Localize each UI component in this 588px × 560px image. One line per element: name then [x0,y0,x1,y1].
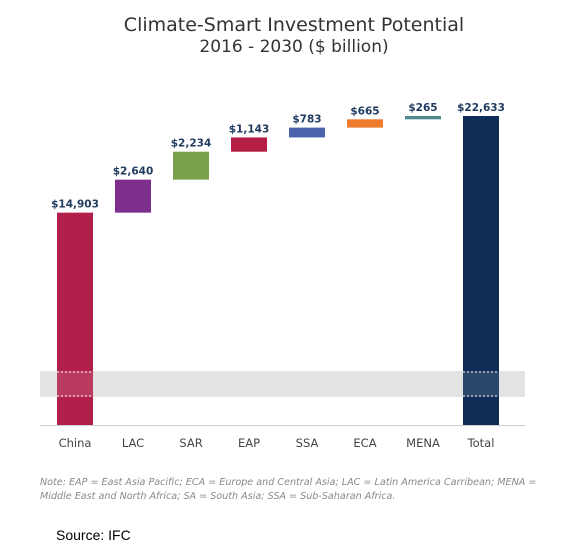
bar-break-overlay [463,371,499,397]
waterfall-chart: $14,903 China $2,640 LAC $2,234 SAR $1,143 EAP $… [40,102,525,450]
category-label: Total [467,436,495,450]
chart-title-block: Climate-Smart Investment Potential 2016 … [0,14,588,58]
bar-total [463,116,499,425]
bar-mena [405,116,441,120]
bar-china [57,212,93,425]
value-label: $14,903 [51,199,99,211]
value-label: $22,633 [457,102,505,114]
category-label: MENA [406,436,440,450]
category-label: China [59,436,92,450]
chart-subtitle: 2016 - 2030 ($ billion) [199,37,389,57]
value-label: $2,234 [171,138,212,150]
axis-break-band [40,371,525,397]
bar-ssa [289,127,325,138]
category-label: SSA [296,436,319,450]
bar-eca [347,119,383,128]
value-label: $2,640 [113,166,154,178]
bar-break-overlay [57,371,93,397]
category-label: LAC [122,436,144,450]
value-label: $665 [350,105,379,117]
chart-title: Climate-Smart Investment Potential [123,14,465,36]
bar-lac [115,179,151,213]
bar-eap [231,137,267,152]
value-label: $783 [292,114,321,126]
source-label: Source: IFC [56,527,131,543]
bar-sar [173,151,209,180]
category-label: SAR [179,436,202,450]
category-label: EAP [238,436,260,450]
category-label: ECA [353,436,376,450]
value-label: $265 [408,102,437,114]
chart-note: Note: EAP = East Asia Pacific; ECA = Eur… [40,477,537,502]
value-label: $1,143 [229,123,270,135]
